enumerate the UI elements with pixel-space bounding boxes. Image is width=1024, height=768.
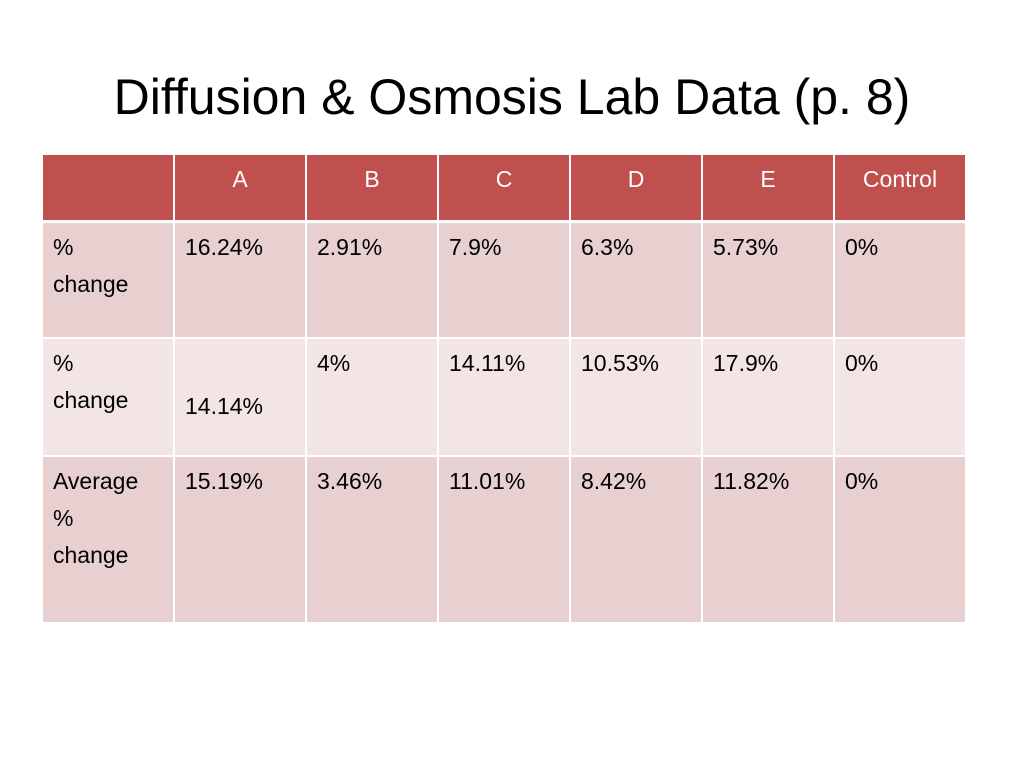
table-row: % change 16.24% 2.91% 7.9% 6.3% 5.73% 0%: [41, 220, 967, 339]
table-cell: 14.14%: [173, 337, 307, 457]
table-cell: 2.91%: [305, 220, 439, 339]
table-cell: 0%: [833, 337, 967, 457]
table-cell: 0%: [833, 220, 967, 339]
table-cell: 5.73%: [701, 220, 835, 339]
table-row: % change 14.14% 4% 14.11% 10.53% 17.9% 0…: [41, 337, 967, 457]
row-label: % change: [41, 220, 175, 339]
table-cell: 10.53%: [569, 337, 703, 457]
header-cell-d: D: [569, 153, 703, 223]
table-cell: 17.9%: [701, 337, 835, 457]
table-cell: 3.46%: [305, 455, 439, 624]
table-cell: 0%: [833, 455, 967, 624]
table-cell: 7.9%: [437, 220, 571, 339]
table-cell: 15.19%: [173, 455, 307, 624]
lab-data-table: A B C D E Control % change 16.24% 2.91% …: [41, 153, 967, 624]
slide-title: Diffusion & Osmosis Lab Data (p. 8): [113, 69, 911, 125]
header-cell-e: E: [701, 153, 835, 223]
table-cell: 8.42%: [569, 455, 703, 624]
table-cell: 16.24%: [173, 220, 307, 339]
table-row: Average % change 15.19% 3.46% 11.01% 8.4…: [41, 455, 967, 624]
header-cell-a: A: [173, 153, 307, 223]
table-cell: 11.82%: [701, 455, 835, 624]
table-cell: 4%: [305, 337, 439, 457]
table-cell: 14.11%: [437, 337, 571, 457]
row-label: Average % change: [41, 455, 175, 624]
table-header-row: A B C D E Control: [41, 153, 967, 223]
header-cell-b: B: [305, 153, 439, 223]
header-corner-cell: [41, 153, 175, 223]
header-cell-control: Control: [833, 153, 967, 223]
header-cell-c: C: [437, 153, 571, 223]
table-cell: 11.01%: [437, 455, 571, 624]
table-cell: 6.3%: [569, 220, 703, 339]
row-label: % change: [41, 337, 175, 457]
